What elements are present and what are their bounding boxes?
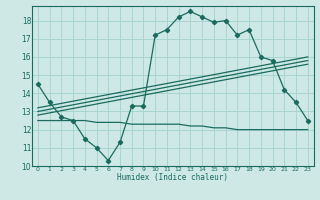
X-axis label: Humidex (Indice chaleur): Humidex (Indice chaleur) [117,173,228,182]
